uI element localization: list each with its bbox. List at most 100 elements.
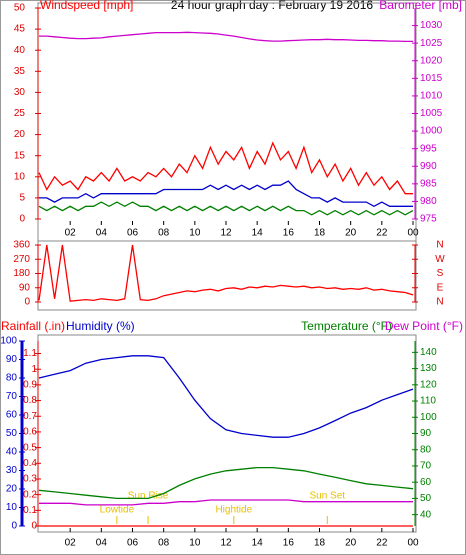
x-tick-label: 08: [158, 538, 170, 549]
y-tick-label: 1025: [420, 38, 443, 49]
y-tick-label: 90: [19, 282, 31, 293]
x-tick-label: 18: [314, 538, 326, 549]
axis-title: Windspeed [mph]: [40, 0, 133, 12]
x-tick-label: 10: [189, 228, 201, 239]
y-tick-label: 120: [420, 379, 437, 390]
annotation: Lowtide: [100, 505, 135, 516]
x-tick-label: 16: [283, 228, 295, 239]
y-tick-label: 90: [6, 354, 18, 365]
y-tick-label: 0.6: [23, 427, 37, 438]
y-tick-label: 270: [13, 254, 30, 265]
annotation: Hightide: [215, 505, 252, 516]
y-tick-label: W: [435, 254, 445, 265]
x-tick-label: 00: [407, 228, 419, 239]
series-line: [38, 355, 414, 438]
y-tick-label: 0.7: [23, 411, 37, 422]
y-tick-label: 80: [420, 444, 432, 455]
y-tick-label: 0: [24, 297, 30, 308]
y-tick-label: 990: [420, 161, 437, 172]
y-tick-label: 50: [420, 493, 432, 504]
y-tick-label: 140: [420, 347, 437, 358]
y-tick-label: 40: [420, 509, 432, 520]
axis-title: Humidity (%): [66, 319, 135, 333]
y-tick-label: 995: [420, 143, 437, 154]
y-tick-label: 110: [420, 396, 436, 407]
y-tick-label: 60: [6, 410, 18, 421]
axis-title: Dew Point (°F): [385, 319, 463, 333]
y-tick-label: 0.8: [23, 395, 37, 406]
y-tick-label: 1.1: [23, 348, 37, 359]
y-tick-label: 10: [6, 502, 18, 513]
series-line: [39, 499, 413, 506]
y-tick-label: S: [437, 268, 444, 279]
y-tick-label: 1010: [420, 91, 443, 102]
y-tick-label: 180: [13, 268, 30, 279]
y-tick-label: N: [436, 297, 443, 308]
x-tick-label: 02: [65, 538, 77, 549]
y-tick-label: 80: [6, 373, 18, 384]
annotation: Sun Set: [309, 491, 345, 502]
y-tick-label: 1005: [420, 108, 443, 119]
x-tick-label: 06: [127, 228, 139, 239]
y-tick-label: 70: [6, 391, 18, 402]
y-tick-label: 70: [420, 461, 432, 472]
y-tick-label: 1: [31, 364, 37, 375]
y-tick-label: 20: [14, 129, 26, 140]
x-tick-label: 04: [96, 228, 108, 239]
y-tick-label: E: [437, 282, 444, 293]
y-tick-label: 360: [13, 240, 30, 251]
y-tick-label: 45: [14, 24, 26, 35]
x-tick-label: 16: [283, 538, 295, 549]
y-tick-label: 0: [31, 521, 37, 532]
x-tick-label: 04: [96, 538, 108, 549]
y-tick-label: 15: [14, 150, 26, 161]
y-tick-label: 20: [6, 484, 18, 495]
series-line: [38, 244, 414, 302]
y-tick-label: 0.1: [23, 505, 37, 516]
y-tick-label: 0.5: [23, 442, 37, 453]
y-tick-label: 50: [6, 428, 18, 439]
y-tick-label: 1020: [420, 55, 443, 66]
y-tick-label: 10: [14, 171, 26, 182]
y-tick-label: 40: [14, 45, 26, 56]
y-tick-label: 0.2: [23, 489, 37, 500]
x-tick-label: 10: [189, 538, 201, 549]
series-line: [39, 31, 413, 43]
y-tick-label: 60: [420, 477, 432, 488]
annotation: Sun Rise: [128, 491, 169, 502]
x-tick-label: 20: [345, 538, 357, 549]
x-tick-label: 22: [376, 538, 388, 549]
y-tick-label: 100: [0, 336, 17, 347]
y-tick-label: 1015: [420, 73, 443, 84]
y-tick-label: 0: [11, 521, 17, 532]
x-tick-label: 02: [65, 228, 77, 239]
x-tick-label: 18: [314, 228, 326, 239]
axis-title: Temperature (°F): [301, 319, 392, 333]
y-tick-label: 975: [420, 214, 437, 225]
x-tick-label: 14: [252, 228, 264, 239]
y-tick-label: 985: [420, 178, 437, 189]
y-tick-label: 1030: [420, 20, 443, 31]
y-tick-label: 25: [14, 108, 26, 119]
series-line: [38, 141, 413, 195]
series-line: [39, 180, 413, 208]
x-tick-label: 12: [220, 538, 232, 549]
series-line: [38, 466, 414, 500]
y-tick-label: N: [436, 240, 443, 251]
y-tick-label: 130: [420, 363, 437, 374]
chart-title: 24 hour graph day : February 19 2016: [171, 0, 373, 12]
y-tick-label: 980: [420, 196, 437, 207]
y-tick-label: 1000: [420, 126, 443, 137]
y-tick-label: 50: [14, 3, 26, 14]
x-tick-label: 08: [158, 228, 170, 239]
y-tick-label: 90: [420, 428, 432, 439]
y-tick-label: 0: [19, 214, 25, 225]
y-tick-label: 0.9: [23, 380, 37, 391]
y-tick-label: 35: [14, 66, 26, 77]
series-line: [38, 201, 414, 216]
y-tick-label: 0.4: [23, 458, 37, 469]
y-tick-label: 30: [14, 87, 26, 98]
x-tick-label: 12: [220, 228, 232, 239]
